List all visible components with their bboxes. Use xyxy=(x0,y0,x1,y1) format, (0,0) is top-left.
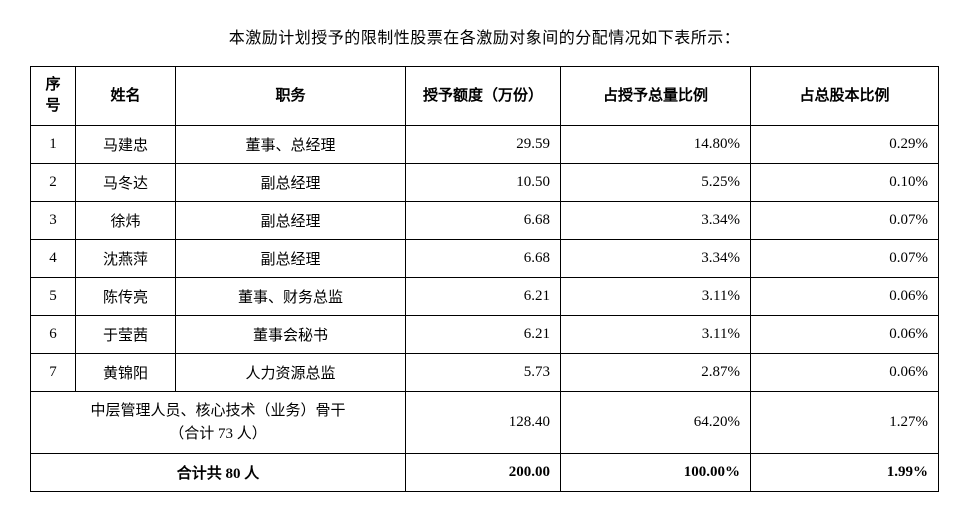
table-caption: 本激励计划授予的限制性股票在各激励对象间的分配情况如下表所示： xyxy=(30,24,939,48)
cell-idx: 6 xyxy=(31,316,76,354)
cell-grant-pct: 2.87% xyxy=(561,354,751,392)
total-grant-pct: 100.00% xyxy=(561,454,751,492)
cell-grant-pct: 3.11% xyxy=(561,278,751,316)
allocation-table: 序号 姓名 职务 授予额度（万份） 占授予总量比例 占总股本比例 1马建忠董事、… xyxy=(30,66,939,492)
table-row: 1马建忠董事、总经理29.5914.80%0.29% xyxy=(31,126,939,164)
total-equity-pct: 1.99% xyxy=(751,454,939,492)
header-position: 职务 xyxy=(176,67,406,126)
cell-amount: 6.68 xyxy=(406,240,561,278)
cell-name: 马冬达 xyxy=(76,164,176,202)
cell-idx: 3 xyxy=(31,202,76,240)
middle-staff-grant-pct: 64.20% xyxy=(561,392,751,454)
cell-name: 沈燕萍 xyxy=(76,240,176,278)
header-equity-pct: 占总股本比例 xyxy=(751,67,939,126)
total-row: 合计共 80 人200.00100.00%1.99% xyxy=(31,454,939,492)
cell-equity-pct: 0.10% xyxy=(751,164,939,202)
cell-grant-pct: 5.25% xyxy=(561,164,751,202)
cell-name: 马建忠 xyxy=(76,126,176,164)
header-name: 姓名 xyxy=(76,67,176,126)
cell-position: 董事、财务总监 xyxy=(176,278,406,316)
table-row: 7黄锦阳人力资源总监5.732.87%0.06% xyxy=(31,354,939,392)
cell-idx: 1 xyxy=(31,126,76,164)
cell-name: 于莹茜 xyxy=(76,316,176,354)
cell-equity-pct: 0.06% xyxy=(751,278,939,316)
cell-equity-pct: 0.07% xyxy=(751,202,939,240)
cell-name: 徐炜 xyxy=(76,202,176,240)
cell-grant-pct: 3.34% xyxy=(561,240,751,278)
cell-position: 董事会秘书 xyxy=(176,316,406,354)
total-amount: 200.00 xyxy=(406,454,561,492)
cell-amount: 6.21 xyxy=(406,316,561,354)
table-row: 3徐炜副总经理6.683.34%0.07% xyxy=(31,202,939,240)
cell-amount: 29.59 xyxy=(406,126,561,164)
cell-amount: 6.68 xyxy=(406,202,561,240)
cell-amount: 5.73 xyxy=(406,354,561,392)
table-row: 4沈燕萍副总经理6.683.34%0.07% xyxy=(31,240,939,278)
cell-equity-pct: 0.07% xyxy=(751,240,939,278)
total-label: 合计共 80 人 xyxy=(31,454,406,492)
cell-grant-pct: 3.34% xyxy=(561,202,751,240)
cell-grant-pct: 3.11% xyxy=(561,316,751,354)
cell-amount: 10.50 xyxy=(406,164,561,202)
cell-equity-pct: 0.06% xyxy=(751,316,939,354)
table-row: 5陈传亮董事、财务总监6.213.11%0.06% xyxy=(31,278,939,316)
cell-idx: 2 xyxy=(31,164,76,202)
header-amount: 授予额度（万份） xyxy=(406,67,561,126)
cell-position: 人力资源总监 xyxy=(176,354,406,392)
cell-position: 副总经理 xyxy=(176,202,406,240)
cell-idx: 7 xyxy=(31,354,76,392)
header-idx: 序号 xyxy=(31,67,76,126)
cell-grant-pct: 14.80% xyxy=(561,126,751,164)
table-header-row: 序号 姓名 职务 授予额度（万份） 占授予总量比例 占总股本比例 xyxy=(31,67,939,126)
middle-staff-equity-pct: 1.27% xyxy=(751,392,939,454)
cell-position: 副总经理 xyxy=(176,240,406,278)
middle-staff-label: 中层管理人员、核心技术（业务）骨干（合计 73 人） xyxy=(31,392,406,454)
cell-name: 黄锦阳 xyxy=(76,354,176,392)
cell-position: 董事、总经理 xyxy=(176,126,406,164)
table-row: 6于莹茜董事会秘书6.213.11%0.06% xyxy=(31,316,939,354)
cell-equity-pct: 0.06% xyxy=(751,354,939,392)
cell-idx: 5 xyxy=(31,278,76,316)
cell-amount: 6.21 xyxy=(406,278,561,316)
cell-idx: 4 xyxy=(31,240,76,278)
cell-position: 副总经理 xyxy=(176,164,406,202)
middle-staff-amount: 128.40 xyxy=(406,392,561,454)
header-grant-pct: 占授予总量比例 xyxy=(561,67,751,126)
table-row: 2马冬达副总经理10.505.25%0.10% xyxy=(31,164,939,202)
cell-equity-pct: 0.29% xyxy=(751,126,939,164)
middle-staff-row: 中层管理人员、核心技术（业务）骨干（合计 73 人）128.4064.20%1.… xyxy=(31,392,939,454)
cell-name: 陈传亮 xyxy=(76,278,176,316)
